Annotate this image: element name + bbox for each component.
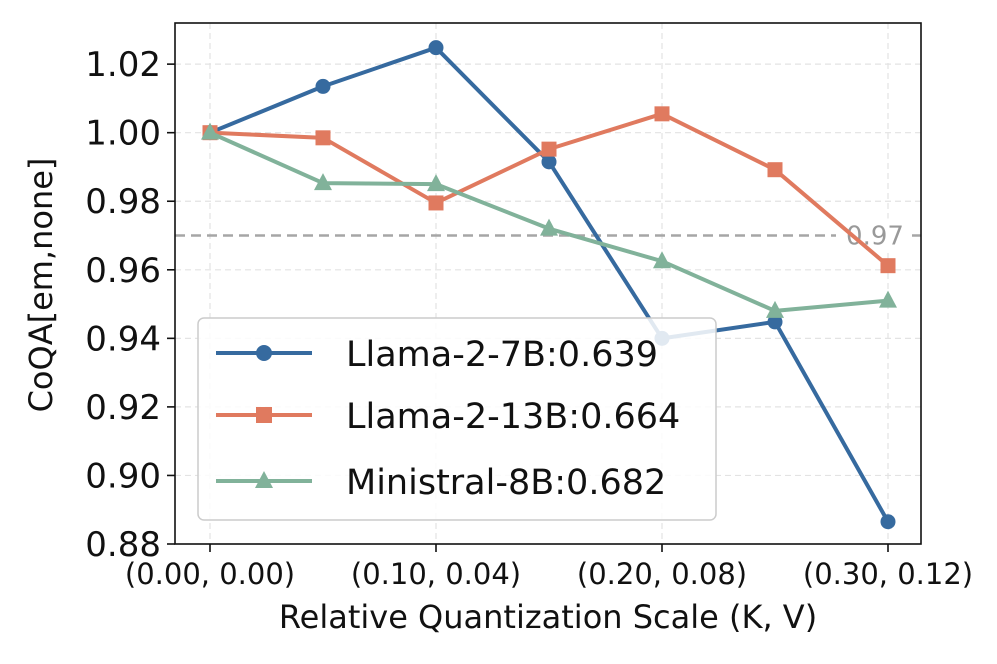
y-tick-label: 1.02 xyxy=(85,45,161,85)
data-point xyxy=(428,195,444,211)
series-1 xyxy=(202,106,896,274)
data-point xyxy=(767,162,783,178)
series-line-1 xyxy=(209,111,890,268)
plot-frame xyxy=(174,22,922,545)
series-group xyxy=(201,40,897,530)
series-2 xyxy=(201,122,897,318)
data-point xyxy=(879,290,897,308)
axis-ticks: (0.00, 0.00) (0.10, 0.04) (0.20, 0.08) (0.3… xyxy=(85,45,973,591)
data-point xyxy=(766,300,784,318)
y-tick-label: 0.96 xyxy=(85,251,161,291)
x-axis-title: Relative Quantization Scale (K, V) xyxy=(279,598,817,636)
data-point xyxy=(314,173,332,191)
data-point xyxy=(541,154,557,170)
data-point xyxy=(654,106,670,122)
legend-entry-2: Ministral-8B:0.682 xyxy=(216,463,666,503)
data-point xyxy=(767,314,783,330)
data-point xyxy=(540,218,558,236)
legend-entry-1: Llama-2-13B:0.664 xyxy=(216,397,680,437)
data-point xyxy=(541,141,557,157)
legend-box xyxy=(197,317,717,521)
legend-label-1: Llama-2-13B:0.664 xyxy=(346,397,680,437)
legend-label-2: Ministral-8B:0.682 xyxy=(346,463,666,503)
legend-entry-0: Llama-2-7B:0.639 xyxy=(216,335,658,375)
data-point xyxy=(880,258,896,274)
data-point xyxy=(653,251,671,269)
data-point xyxy=(201,122,219,140)
legend-label-0: Llama-2-7B:0.639 xyxy=(346,335,658,375)
data-point xyxy=(315,130,331,146)
legend: Llama-2-7B:0.639 Llama-2-13B:0.664 Minis… xyxy=(197,317,717,521)
legend-marker-0 xyxy=(256,345,272,361)
y-axis-title: CoQA[em,none] xyxy=(22,158,60,413)
y-tick-label: 0.90 xyxy=(85,456,161,496)
y-tick-label: 0.92 xyxy=(85,388,161,428)
data-point xyxy=(428,40,444,56)
data-point xyxy=(427,174,445,192)
x-tick-label: (0.20, 0.08) xyxy=(577,557,747,591)
x-tick-label: (0.00, 0.00) xyxy=(125,557,295,591)
x-tick-label: (0.10, 0.04) xyxy=(351,557,521,591)
data-point xyxy=(880,514,896,530)
y-tick-label: 0.94 xyxy=(85,319,161,359)
y-tick-label: 0.98 xyxy=(85,182,161,222)
legend-marker-2 xyxy=(255,471,273,488)
y-tick-label: 1.00 xyxy=(85,114,161,154)
y-tick-label: 0.88 xyxy=(85,525,161,565)
legend-marker-1 xyxy=(256,407,272,423)
x-tick-label: (0.30, 0.12) xyxy=(803,557,973,591)
data-point xyxy=(315,78,331,94)
